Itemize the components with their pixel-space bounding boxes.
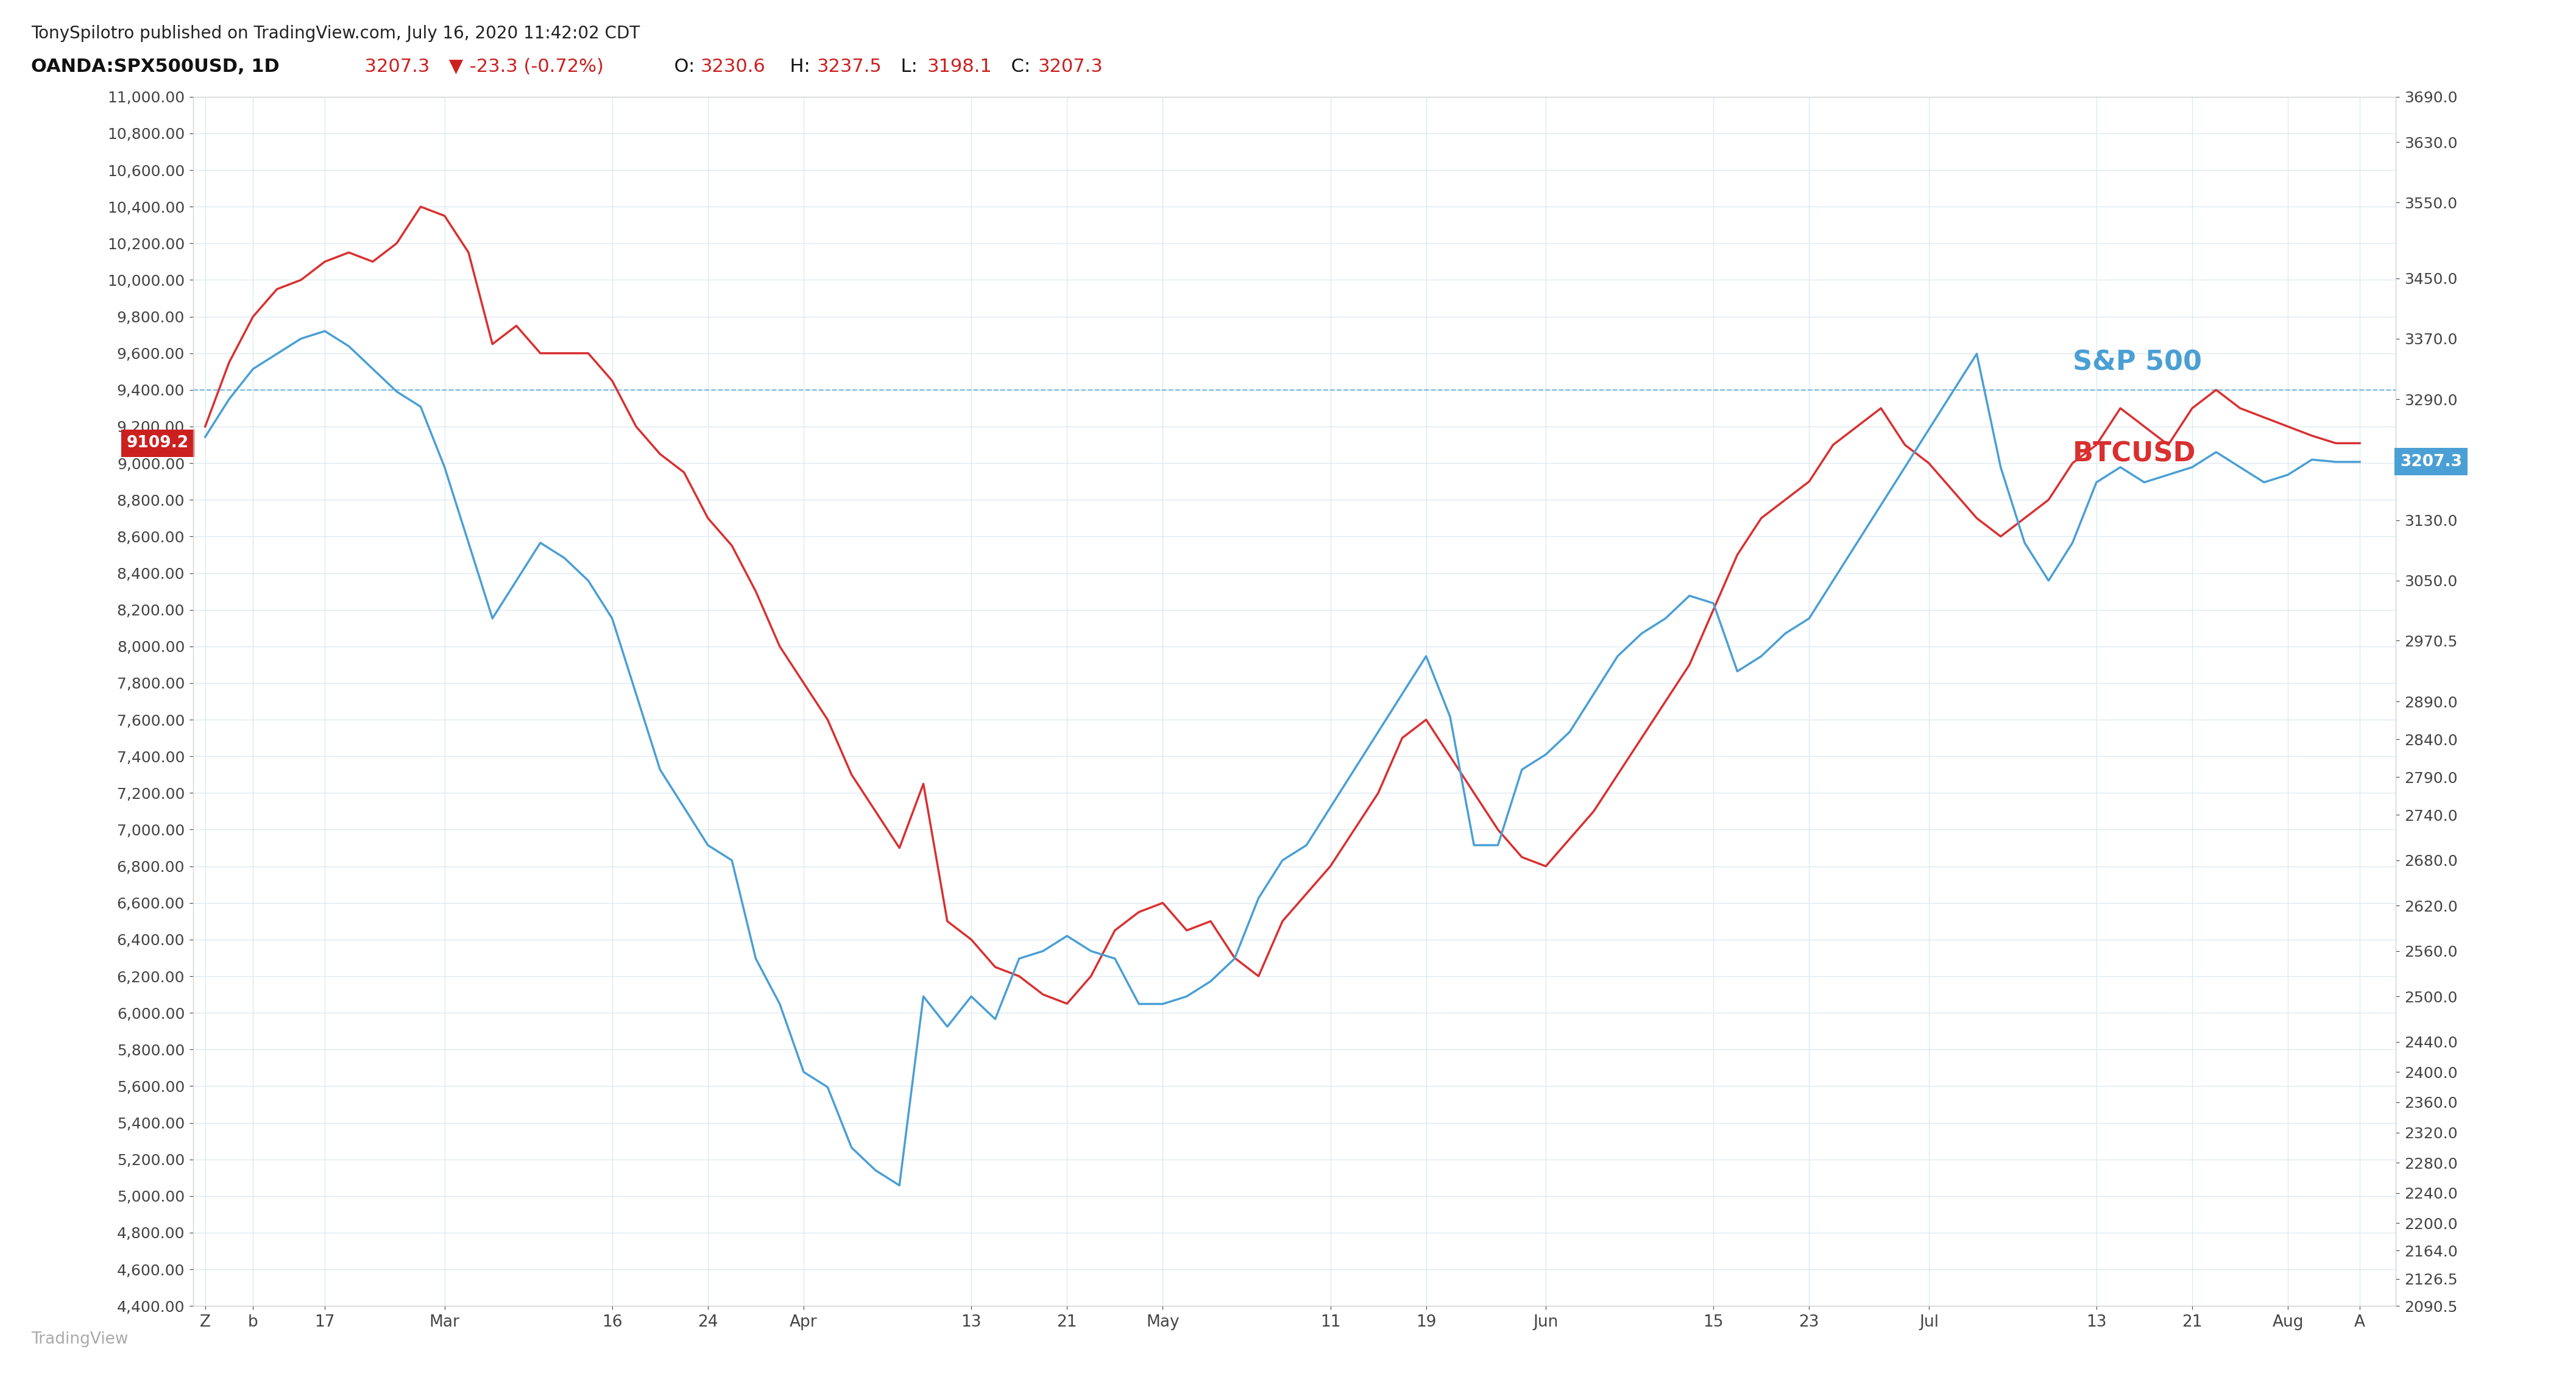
Text: BTCUSD: BTCUSD [2074, 441, 2195, 467]
Text: 3207.3: 3207.3 [1038, 58, 1103, 76]
Text: 9109.2: 9109.2 [126, 435, 188, 451]
Text: C:: C: [999, 58, 1030, 76]
Text: 3237.5: 3237.5 [817, 58, 881, 76]
Text: O:: O: [662, 58, 696, 76]
Text: H:: H: [778, 58, 809, 76]
Text: TonySpilotro published on TradingView.com, July 16, 2020 11:42:02 CDT: TonySpilotro published on TradingView.co… [31, 25, 639, 41]
Text: L:: L: [889, 58, 917, 76]
Text: 3230.6: 3230.6 [701, 58, 765, 76]
Text: 3207.3: 3207.3 [2401, 453, 2463, 470]
Text: TradingView: TradingView [31, 1332, 129, 1347]
Text: S&P 500: S&P 500 [2074, 350, 2202, 376]
Text: OANDA:SPX500USD, 1D: OANDA:SPX500USD, 1D [31, 58, 278, 76]
Text: 3198.1: 3198.1 [927, 58, 992, 76]
Text: -23.3 (-0.72%): -23.3 (-0.72%) [464, 58, 603, 76]
Text: ▼: ▼ [443, 58, 464, 76]
Text: 3207.3: 3207.3 [353, 58, 430, 76]
